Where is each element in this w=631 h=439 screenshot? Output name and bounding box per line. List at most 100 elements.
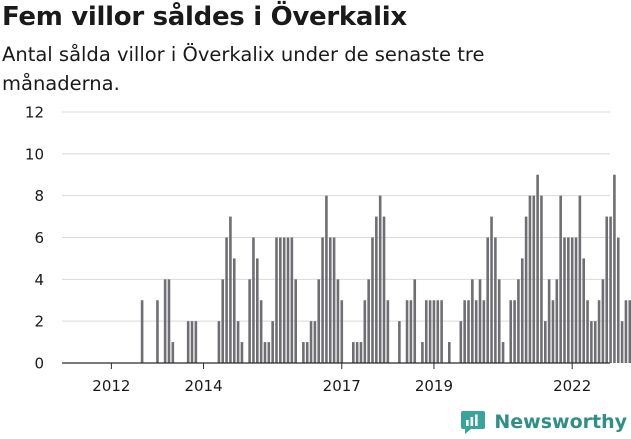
bar [328, 237, 332, 363]
bar [190, 321, 194, 363]
bar [563, 237, 566, 363]
bar [352, 342, 355, 363]
gridlines [62, 111, 610, 322]
newsworthy-brand-name: Newsworthy [494, 411, 627, 433]
bar [355, 342, 359, 363]
bar [332, 237, 336, 363]
bar [486, 237, 489, 363]
bar [440, 300, 443, 363]
bar [305, 342, 309, 363]
bar [570, 237, 574, 363]
bar [194, 321, 198, 363]
bar [532, 195, 536, 363]
bar [259, 300, 263, 363]
bar [156, 300, 159, 363]
newsworthy-logo-icon [461, 411, 486, 434]
bar [597, 300, 601, 363]
bar [367, 279, 370, 363]
bar [317, 279, 321, 363]
bar [513, 300, 516, 363]
x-tick-label: 2014 [184, 377, 222, 395]
bar [578, 195, 582, 363]
bar [263, 342, 267, 363]
bar [482, 300, 486, 363]
x-tick-label: 2017 [323, 377, 361, 395]
bar [275, 237, 278, 363]
x-axis: 201220142017201920222024 [62, 362, 610, 395]
bar [336, 279, 340, 363]
y-tick-label: 6 [34, 229, 44, 247]
y-tick-label: 2 [34, 313, 44, 331]
newsworthy-brand[interactable]: Newsworthy [460, 409, 627, 435]
bar [567, 237, 570, 363]
bar [609, 216, 612, 363]
y-axis-labels: 0 2 4 6 8 10 12 [25, 104, 44, 373]
bar [421, 342, 424, 363]
y-tick-label: 8 [34, 187, 44, 205]
bar [593, 321, 597, 363]
bar [478, 279, 482, 363]
bar [459, 321, 463, 363]
bar [501, 342, 505, 363]
x-tick-label: 2022 [553, 377, 591, 395]
chart-title: Fem villor såldes i Överkalix [2, 2, 407, 32]
bar [386, 300, 390, 363]
bar [236, 321, 240, 363]
bar [378, 195, 382, 363]
bar [217, 321, 221, 363]
y-tick-label: 10 [25, 145, 44, 163]
bar [620, 321, 624, 363]
bar [359, 342, 363, 363]
bar [167, 279, 171, 363]
bar [271, 321, 274, 363]
bar [424, 300, 428, 363]
bar [559, 195, 562, 363]
y-tick-label: 12 [25, 104, 44, 122]
x-tick-label: 2019 [415, 377, 453, 395]
bar [232, 258, 236, 363]
bar [405, 300, 409, 363]
bar [248, 279, 251, 363]
bar [413, 279, 417, 363]
bar [582, 258, 585, 363]
bar [321, 237, 324, 363]
bar [520, 258, 524, 363]
bar [544, 321, 547, 363]
bar [586, 300, 589, 363]
bar [497, 279, 501, 363]
bar [409, 300, 413, 363]
bar [624, 300, 628, 363]
x-tick-label: 2012 [92, 377, 130, 395]
bar [509, 300, 513, 363]
bar [294, 279, 297, 363]
bar [628, 300, 631, 363]
bar [252, 237, 255, 363]
bar [256, 258, 259, 363]
bar [517, 279, 520, 363]
bar [229, 216, 232, 363]
bar [267, 342, 271, 363]
bar [528, 195, 532, 363]
bar [590, 321, 593, 363]
bar [286, 237, 290, 363]
bar [536, 174, 539, 363]
bar [171, 342, 175, 363]
bar [467, 300, 470, 363]
bar [140, 300, 144, 363]
y-tick-label: 4 [34, 271, 44, 289]
bar [432, 300, 436, 363]
bar [463, 300, 466, 363]
bar [375, 216, 378, 363]
bar [436, 300, 440, 363]
bar [494, 237, 497, 363]
chart-subtitle: Antal sålda villor i Överkalix under de … [2, 43, 485, 95]
bar [490, 216, 493, 363]
bar [540, 195, 543, 363]
bar [555, 279, 559, 363]
bar [382, 216, 386, 363]
bar [363, 300, 367, 363]
bar [282, 237, 286, 363]
bar [279, 237, 282, 363]
bar [551, 300, 555, 363]
bar [240, 342, 244, 363]
